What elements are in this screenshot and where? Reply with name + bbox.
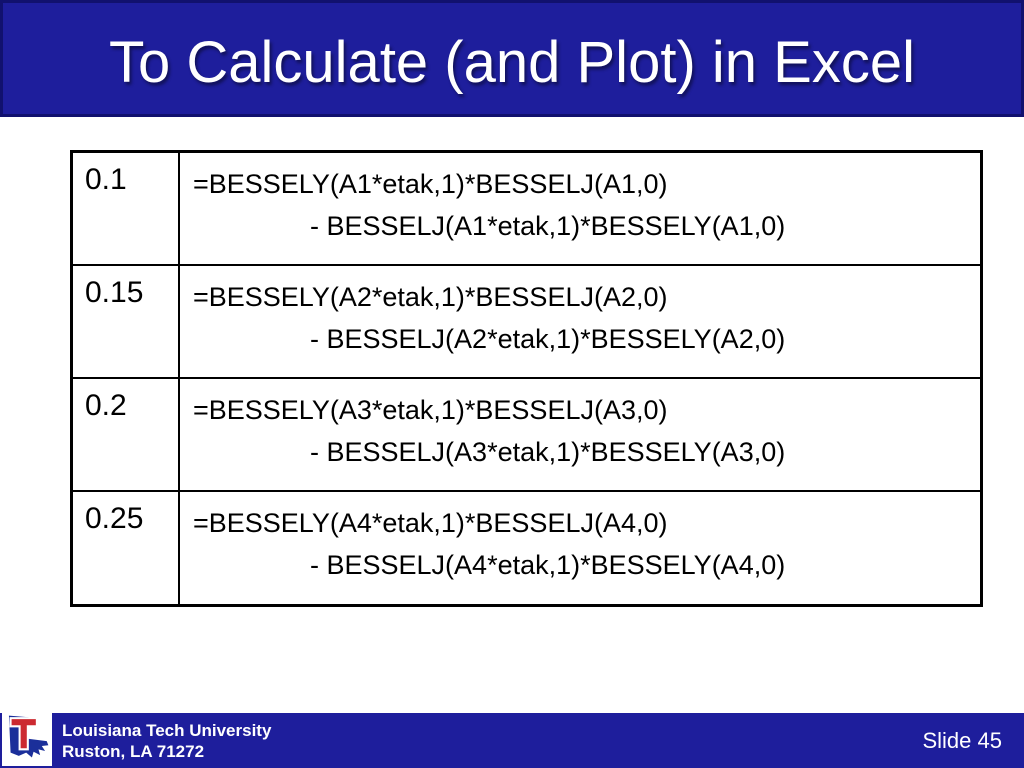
university-address: Ruston, LA 71272 xyxy=(62,742,205,761)
formula-line-2: - BESSELJ(A1*etak,1)*BESSELY(A1,0) xyxy=(310,211,786,241)
formula-line-2: - BESSELJ(A4*etak,1)*BESSELY(A4,0) xyxy=(310,550,786,580)
formula-line-1: =BESSELY(A3*etak,1)*BESSELJ(A3,0) xyxy=(193,395,668,425)
university-info: Louisiana Tech University Ruston, LA 712… xyxy=(62,720,271,762)
value-cell: 0.25 xyxy=(73,492,180,604)
slide-title: To Calculate (and Plot) in Excel xyxy=(109,30,915,95)
university-name: Louisiana Tech University xyxy=(62,721,272,740)
title-banner: To Calculate (and Plot) in Excel xyxy=(0,0,1024,117)
formula-cell: =BESSELY(A4*etak,1)*BESSELJ(A4,0) - BESS… xyxy=(180,492,980,604)
formula-table: 0.1 =BESSELY(A1*etak,1)*BESSELJ(A1,0) - … xyxy=(70,150,983,607)
louisiana-tech-logo-icon xyxy=(4,712,50,767)
table-row: 0.2 =BESSELY(A3*etak,1)*BESSELJ(A3,0) - … xyxy=(73,379,980,492)
table-row: 0.1 =BESSELY(A1*etak,1)*BESSELJ(A1,0) - … xyxy=(73,153,980,266)
slide-number: Slide 45 xyxy=(922,727,1002,753)
footer-bar: Louisiana Tech University Ruston, LA 712… xyxy=(0,712,1024,768)
table-row: 0.15 =BESSELY(A2*etak,1)*BESSELJ(A2,0) -… xyxy=(73,266,980,379)
university-logo xyxy=(2,712,52,766)
value-cell: 0.2 xyxy=(73,379,180,490)
value-cell: 0.15 xyxy=(73,266,180,377)
formula-line-1: =BESSELY(A1*etak,1)*BESSELJ(A1,0) xyxy=(193,169,668,199)
value-cell: 0.1 xyxy=(73,153,180,264)
formula-cell: =BESSELY(A2*etak,1)*BESSELJ(A2,0) - BESS… xyxy=(180,266,980,377)
formula-cell: =BESSELY(A1*etak,1)*BESSELJ(A1,0) - BESS… xyxy=(180,153,980,264)
table-row: 0.25 =BESSELY(A4*etak,1)*BESSELJ(A4,0) -… xyxy=(73,492,980,604)
formula-line-1: =BESSELY(A2*etak,1)*BESSELJ(A2,0) xyxy=(193,282,668,312)
formula-cell: =BESSELY(A3*etak,1)*BESSELJ(A3,0) - BESS… xyxy=(180,379,980,490)
formula-line-2: - BESSELJ(A3*etak,1)*BESSELY(A3,0) xyxy=(310,437,786,467)
formula-line-1: =BESSELY(A4*etak,1)*BESSELJ(A4,0) xyxy=(193,508,668,538)
formula-line-2: - BESSELJ(A2*etak,1)*BESSELY(A2,0) xyxy=(310,324,786,354)
